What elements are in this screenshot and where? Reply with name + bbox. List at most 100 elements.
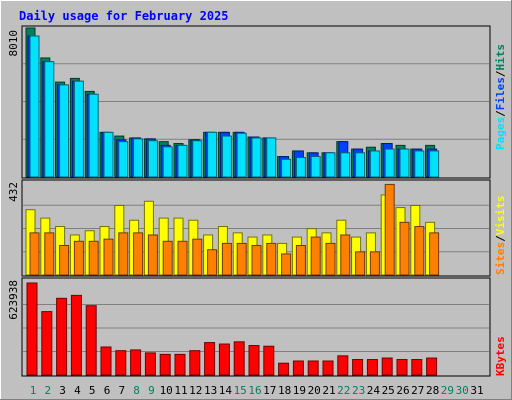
bottom-ymax-label: 623938 xyxy=(7,280,20,320)
bar-pages-3 xyxy=(59,84,70,178)
bar-kbytes-5 xyxy=(85,305,97,376)
legend-sites: Sites xyxy=(494,242,507,275)
bar-kbytes-6 xyxy=(100,346,112,376)
bar-sites-25 xyxy=(384,183,395,276)
bar-pages-10 xyxy=(162,146,173,178)
bar-sites-11 xyxy=(177,240,188,276)
bar-pages-11 xyxy=(177,144,188,178)
day-label-20: 20 xyxy=(308,384,321,397)
day-label-7: 7 xyxy=(118,384,125,397)
day-label-3: 3 xyxy=(59,384,66,397)
bar-kbytes-10 xyxy=(159,353,171,376)
legend-pages: Pages xyxy=(494,117,507,150)
day-label-9: 9 xyxy=(148,384,155,397)
day-label-14: 14 xyxy=(219,384,233,397)
bar-kbytes-16 xyxy=(248,345,260,376)
bar-kbytes-19 xyxy=(292,360,304,376)
bar-sites-6 xyxy=(103,238,114,276)
day-label-6: 6 xyxy=(104,384,111,397)
bar-sites-17 xyxy=(266,242,277,276)
bar-sites-8 xyxy=(133,232,144,276)
day-label-29: 29 xyxy=(441,384,454,397)
bar-pages-22 xyxy=(340,152,351,178)
bar-kbytes-11 xyxy=(174,353,186,376)
bar-pages-20 xyxy=(310,156,321,178)
bar-sites-7 xyxy=(118,232,129,276)
bar-sites-18 xyxy=(281,253,292,276)
day-label-30: 30 xyxy=(456,384,469,397)
day-label-4: 4 xyxy=(74,384,81,397)
day-label-26: 26 xyxy=(396,384,409,397)
day-label-19: 19 xyxy=(293,384,306,397)
bar-sites-16 xyxy=(251,245,262,276)
bar-sites-24 xyxy=(369,251,380,276)
bar-kbytes-21 xyxy=(322,360,334,376)
day-label-5: 5 xyxy=(89,384,96,397)
day-label-23: 23 xyxy=(352,384,365,397)
legend-kbytes: KBytes xyxy=(494,336,507,376)
legend-visits: Visits xyxy=(494,196,507,236)
bar-pages-23 xyxy=(355,152,366,178)
bar-pages-17 xyxy=(266,137,277,178)
bar-kbytes-23 xyxy=(352,359,364,376)
bar-pages-15 xyxy=(236,132,247,178)
bar-sites-14 xyxy=(221,242,232,276)
bar-kbytes-7 xyxy=(115,350,127,376)
bar-sites-3 xyxy=(59,245,70,276)
bar-kbytes-15 xyxy=(233,341,245,376)
day-label-28: 28 xyxy=(426,384,439,397)
bar-kbytes-13 xyxy=(204,342,216,376)
bar-sites-5 xyxy=(88,240,99,276)
day-label-15: 15 xyxy=(234,384,247,397)
bar-pages-1 xyxy=(29,35,40,178)
bottom-legend: KBytes xyxy=(494,336,507,376)
day-label-17: 17 xyxy=(263,384,276,397)
bar-pages-13 xyxy=(207,131,218,178)
bar-sites-13 xyxy=(207,249,218,276)
bar-kbytes-18 xyxy=(278,362,290,376)
legend-hits: Hits xyxy=(494,44,507,71)
bar-sites-4 xyxy=(73,240,84,276)
day-label-13: 13 xyxy=(204,384,217,397)
bar-kbytes-28 xyxy=(426,357,438,376)
chart-title: Daily usage for February 2025 xyxy=(19,9,229,23)
bar-kbytes-25 xyxy=(381,357,393,376)
day-label-18: 18 xyxy=(278,384,291,397)
bar-pages-27 xyxy=(414,150,425,178)
bar-sites-12 xyxy=(192,238,203,276)
bar-pages-18 xyxy=(281,158,292,178)
bar-sites-27 xyxy=(414,226,425,276)
bar-sites-22 xyxy=(340,234,351,276)
bar-kbytes-17 xyxy=(263,345,275,376)
bar-kbytes-26 xyxy=(396,359,408,376)
bar-kbytes-2 xyxy=(41,311,53,376)
middle-legend: Sites/Visits xyxy=(494,196,507,276)
bar-sites-15 xyxy=(236,242,247,276)
top-legend: Pages/Files/Hits xyxy=(494,44,507,150)
day-label-21: 21 xyxy=(322,384,335,397)
day-label-31: 31 xyxy=(470,384,483,397)
day-label-27: 27 xyxy=(411,384,424,397)
legend-sep-3: / xyxy=(494,235,507,242)
bar-pages-14 xyxy=(221,135,232,178)
bar-pages-24 xyxy=(369,150,380,178)
bar-kbytes-22 xyxy=(337,355,349,376)
bar-pages-16 xyxy=(251,137,262,178)
bar-kbytes-27 xyxy=(411,359,423,376)
day-label-24: 24 xyxy=(367,384,381,397)
bar-kbytes-4 xyxy=(70,294,82,376)
day-label-25: 25 xyxy=(382,384,395,397)
bar-kbytes-1 xyxy=(26,282,38,376)
bar-sites-1 xyxy=(29,232,40,276)
bar-sites-28 xyxy=(429,232,440,276)
bar-kbytes-14 xyxy=(218,343,230,376)
bar-kbytes-24 xyxy=(366,359,378,376)
bar-pages-6 xyxy=(103,131,114,178)
bar-pages-19 xyxy=(295,156,306,178)
bar-sites-10 xyxy=(162,240,173,276)
top-ymax-label: 8010 xyxy=(7,30,20,57)
bar-pages-26 xyxy=(399,148,410,178)
day-label-11: 11 xyxy=(174,384,187,397)
bar-sites-26 xyxy=(399,221,410,276)
day-label-1: 1 xyxy=(30,384,37,397)
